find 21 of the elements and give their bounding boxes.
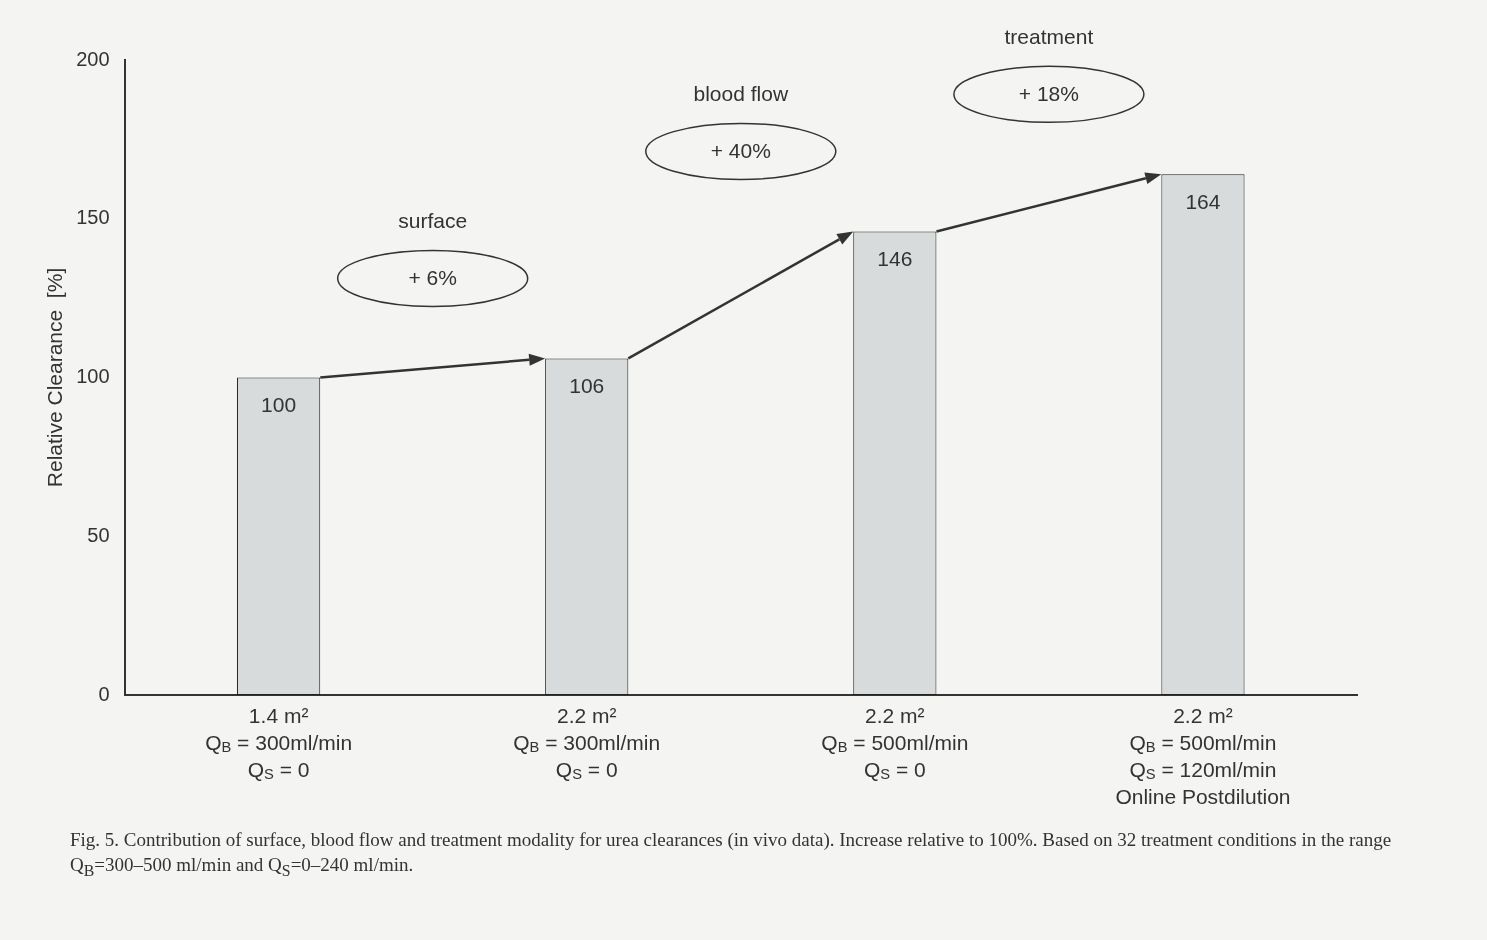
category-label: 2.2 m² QB = 300ml/min QS = 0 (513, 704, 661, 782)
y-tick-label: 0 (98, 682, 110, 705)
category-label: 1.4 m² QB = 300ml/min QS = 0 (205, 704, 353, 782)
data-label: 164 (1185, 189, 1221, 213)
data-label: 146 (877, 246, 913, 270)
category-label: 2.2 m² QB = 500ml/min QS = 120ml/min Online Postdilution (1115, 704, 1291, 809)
category-label: 2.2 m² QB = 500ml/min QS = 0 (821, 704, 969, 782)
data-label: 100 (261, 392, 297, 416)
annotation: blood flow (693, 82, 789, 106)
text: treatment (1004, 25, 1094, 49)
y-tick-label: 100 (76, 365, 110, 388)
y-axis-title: Relative Clearance [%] (43, 267, 67, 488)
annotation: + 40% (710, 139, 771, 163)
y-tick-label: 200 (76, 47, 110, 70)
data-label: 106 (569, 373, 605, 397)
annotation: surface (398, 209, 468, 233)
caption: Fig. 5. Contribution of surface, blood flow and treatment modality for urea clearances (in vivo data). Increase relative to 100%. Based on 32 treatment conditions in the range Q$_{B}$=300–500 ml/min and Q$_{S}$=0–240 ml/min. (70, 828, 1393, 881)
y-tick-label: 50 (87, 523, 110, 546)
annotation: + 6% (408, 266, 457, 290)
y-tick-label: 150 (76, 206, 110, 229)
annotation: + 18% (1018, 82, 1079, 106)
